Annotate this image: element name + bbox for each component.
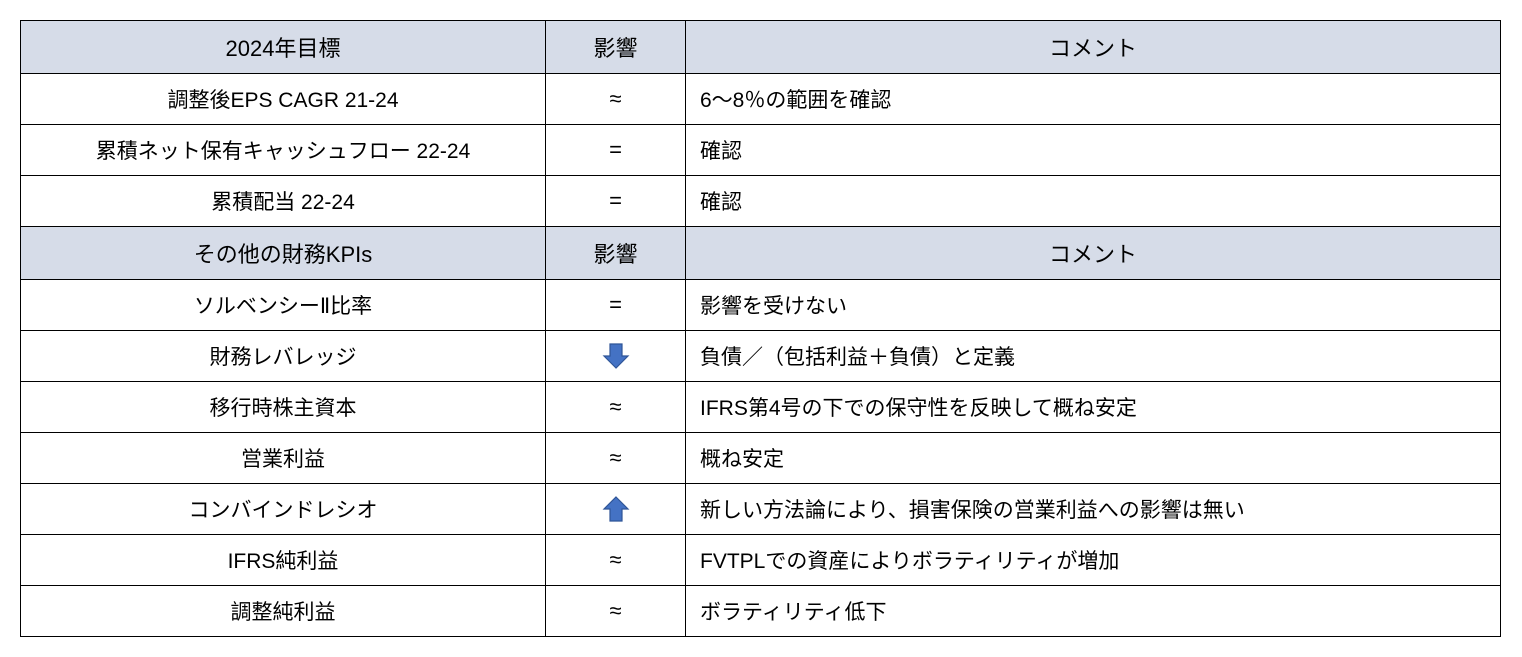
- metric-cell: 移行時株主資本: [21, 382, 546, 433]
- metric-cell: 調整後EPS CAGR 21-24: [21, 74, 546, 125]
- comment-cell: 6～8％の範囲を確認: [686, 74, 1501, 125]
- impact-cell: =: [546, 176, 686, 227]
- comment-cell: 確認: [686, 176, 1501, 227]
- header-cell-targets: 2024年目標: [21, 21, 546, 74]
- header-cell-comment: コメント: [686, 227, 1501, 280]
- header-cell-other-kpis: その他の財務KPIs: [21, 227, 546, 280]
- table-row: IFRS純利益 ≈ FVTPLでの資産によりボラティリティが増加: [21, 535, 1501, 586]
- comment-cell: 確認: [686, 125, 1501, 176]
- arrow-down-icon: [546, 331, 686, 382]
- table-row: 調整後EPS CAGR 21-24 ≈ 6～8％の範囲を確認: [21, 74, 1501, 125]
- metric-cell: 財務レバレッジ: [21, 331, 546, 382]
- comment-cell: IFRS第4号の下での保守性を反映して概ね安定: [686, 382, 1501, 433]
- table-row: 移行時株主資本 ≈ IFRS第4号の下での保守性を反映して概ね安定: [21, 382, 1501, 433]
- comment-cell: 概ね安定: [686, 433, 1501, 484]
- metric-cell: 営業利益: [21, 433, 546, 484]
- header-cell-comment: コメント: [686, 21, 1501, 74]
- table-row: ソルベンシーⅡ比率 = 影響を受けない: [21, 280, 1501, 331]
- impact-cell: ≈: [546, 586, 686, 637]
- table-row: 調整純利益 ≈ ボラティリティ低下: [21, 586, 1501, 637]
- table-row: 累積ネット保有キャッシュフロー 22-24 = 確認: [21, 125, 1501, 176]
- arrow-up-icon: [546, 484, 686, 535]
- metric-cell: ソルベンシーⅡ比率: [21, 280, 546, 331]
- impact-cell: =: [546, 280, 686, 331]
- metric-cell: 調整純利益: [21, 586, 546, 637]
- section-header-row: その他の財務KPIs 影響 コメント: [21, 227, 1501, 280]
- section-header-row: 2024年目標 影響 コメント: [21, 21, 1501, 74]
- table-row: 営業利益 ≈ 概ね安定: [21, 433, 1501, 484]
- comment-cell: 新しい方法論により、損害保険の営業利益への影響は無い: [686, 484, 1501, 535]
- impact-cell: ≈: [546, 382, 686, 433]
- impact-cell: ≈: [546, 433, 686, 484]
- table-row: 財務レバレッジ 負債／（包括利益＋負債）と定義: [21, 331, 1501, 382]
- impact-cell: =: [546, 125, 686, 176]
- comment-cell: FVTPLでの資産によりボラティリティが増加: [686, 535, 1501, 586]
- metric-cell: IFRS純利益: [21, 535, 546, 586]
- table-row: コンバインドレシオ 新しい方法論により、損害保険の営業利益への影響は無い: [21, 484, 1501, 535]
- impact-cell: ≈: [546, 535, 686, 586]
- header-cell-impact: 影響: [546, 21, 686, 74]
- comment-cell: 影響を受けない: [686, 280, 1501, 331]
- comment-cell: 負債／（包括利益＋負債）と定義: [686, 331, 1501, 382]
- kpi-table: 2024年目標 影響 コメント 調整後EPS CAGR 21-24 ≈ 6～8％…: [20, 20, 1501, 637]
- metric-cell: 累積ネット保有キャッシュフロー 22-24: [21, 125, 546, 176]
- metric-cell: 累積配当 22-24: [21, 176, 546, 227]
- comment-cell: ボラティリティ低下: [686, 586, 1501, 637]
- header-cell-impact: 影響: [546, 227, 686, 280]
- table-row: 累積配当 22-24 = 確認: [21, 176, 1501, 227]
- metric-cell: コンバインドレシオ: [21, 484, 546, 535]
- impact-cell: ≈: [546, 74, 686, 125]
